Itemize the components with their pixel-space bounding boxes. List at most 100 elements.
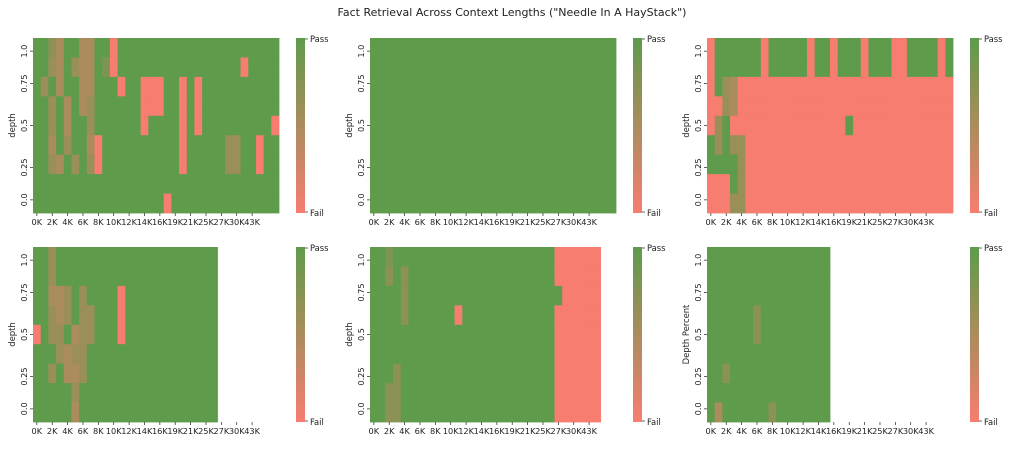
heatmap-cell: [837, 174, 846, 194]
heatmap-cell: [423, 38, 432, 58]
heatmap-cell: [423, 344, 432, 365]
heatmap-cell: [860, 174, 869, 194]
heatmap-cell: [71, 247, 80, 267]
heatmap-cell: [109, 266, 118, 287]
heatmap-cell: [608, 38, 617, 58]
heatmap-cell: [423, 76, 432, 97]
heatmap-cell: [730, 383, 739, 403]
figure-title: Fact Retrieval Across Context Lengths ("…: [337, 6, 687, 19]
heatmap-cell: [86, 305, 95, 326]
heatmap-cell: [477, 38, 486, 58]
heatmap-cell: [753, 193, 762, 214]
heatmap-cell: [79, 344, 88, 365]
heatmap-cell: [209, 96, 218, 117]
heatmap-cell: [156, 344, 165, 365]
heatmap-cell: [546, 247, 555, 267]
heatmap-cell: [891, 135, 900, 156]
x-tick-label: 19K: [167, 217, 183, 227]
heatmap-cell: [768, 285, 777, 306]
heatmap-cell: [416, 193, 425, 214]
heatmap-cell: [500, 402, 509, 423]
heatmap-cell: [493, 324, 502, 345]
heatmap-cell: [493, 266, 502, 287]
heatmap-cell: [516, 247, 525, 267]
heatmap-cell: [523, 324, 532, 345]
heatmap-cell: [446, 193, 455, 214]
y-tick-label: 0.75: [693, 283, 703, 301]
heatmap-cell: [814, 38, 823, 58]
x-tick-label: 2K: [721, 426, 732, 436]
heatmap-cell: [783, 115, 792, 136]
x-tick-label: 27K: [887, 426, 903, 436]
heatmap-cell: [217, 174, 226, 194]
heatmap-cell: [117, 363, 126, 384]
heatmap-cell: [156, 96, 165, 117]
heatmap-cell: [102, 174, 111, 194]
heatmap-cell: [600, 57, 609, 78]
heatmap-cell: [768, 154, 777, 175]
heatmap-cell: [132, 402, 142, 423]
heatmap-cell: [48, 76, 57, 97]
heatmap-cell: [799, 344, 808, 365]
heatmap-cell: [760, 193, 769, 214]
heatmap-cell: [477, 135, 486, 156]
x-tick-label: 8K: [767, 217, 778, 227]
heatmap-cell: [102, 115, 111, 136]
x-tick-label: 19K: [841, 426, 857, 436]
heatmap-cell: [393, 305, 402, 326]
heatmap-cell: [40, 57, 49, 78]
heatmap-cell: [753, 305, 762, 326]
x-tick-label: 25K: [872, 426, 888, 436]
heatmap-cell: [271, 96, 280, 117]
heatmap-cell: [56, 174, 65, 194]
heatmap-cell: [722, 135, 731, 156]
heatmap-cell: [56, 76, 65, 97]
colorbar: [296, 38, 305, 213]
heatmap-cell: [377, 344, 386, 365]
heatmap-cell: [791, 402, 800, 423]
heatmap-cell: [63, 383, 72, 403]
heatmap-cell: [883, 135, 892, 156]
heatmap-cell: [385, 174, 394, 194]
heatmap-cell: [523, 363, 532, 384]
heatmap-cell: [202, 285, 211, 306]
x-tick-label: 12K: [795, 217, 811, 227]
heatmap-cell: [776, 38, 785, 58]
heatmap-cell: [125, 247, 134, 267]
heatmap-cell: [929, 76, 939, 97]
heatmap-cell: [814, 135, 823, 156]
heatmap-cell: [431, 115, 440, 136]
heatmap-cell: [171, 363, 180, 384]
heatmap-cell: [156, 115, 165, 136]
heatmap-cell: [799, 38, 808, 58]
heatmap-cell: [117, 383, 126, 403]
heatmap-cell: [806, 285, 816, 306]
heatmap-cell: [883, 115, 892, 136]
heatmap-cell: [945, 38, 954, 58]
heatmap-cell: [132, 76, 142, 97]
heatmap-cell: [730, 174, 739, 194]
heatmap-cell: [562, 193, 571, 214]
heatmap-cell: [385, 324, 394, 345]
heatmap-cell: [707, 57, 716, 78]
heatmap-cell: [753, 285, 762, 306]
heatmap-cell: [416, 115, 425, 136]
heatmap-cell: [477, 324, 486, 345]
heatmap-cell: [546, 135, 555, 156]
heatmap-cell: [125, 38, 134, 58]
heatmap-cell: [148, 38, 157, 58]
heatmap-cell: [117, 96, 126, 117]
y-tick-label: 0.75: [19, 74, 29, 92]
heatmap-cell: [937, 135, 946, 156]
heatmap-cell: [493, 193, 502, 214]
y-tick-label: 0.25: [693, 367, 703, 385]
heatmap-cell: [876, 76, 885, 97]
heatmap-cell: [423, 57, 432, 78]
heatmap-cell: [799, 193, 808, 214]
heatmap-cell: [33, 154, 42, 175]
heatmap-cell: [730, 402, 739, 423]
heatmap-cell: [937, 38, 946, 58]
heatmap-cell: [408, 402, 417, 423]
heatmap-cell: [416, 38, 425, 58]
heatmap-cell: [554, 154, 563, 175]
